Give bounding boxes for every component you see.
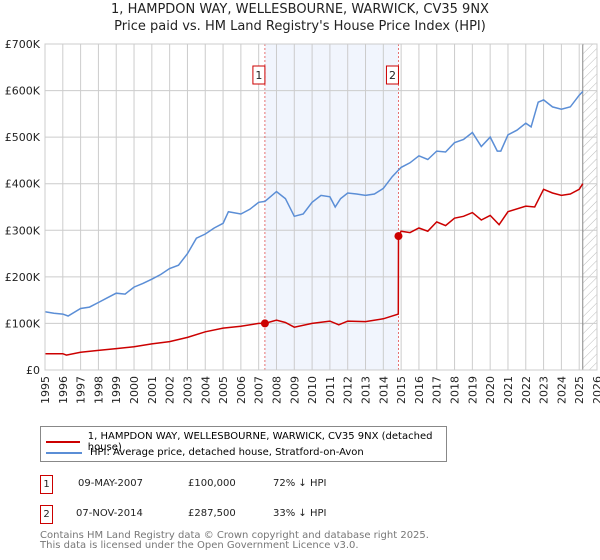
x-tick-label: 2024 — [555, 376, 568, 404]
transaction-price: £100,000 — [188, 478, 236, 489]
legend-red-line — [46, 441, 80, 443]
x-tick-label: 2007 — [253, 376, 266, 404]
y-tick-label: £0 — [26, 364, 40, 377]
plot-area: 1995 1996 1997 1998 1999 2000 2001 2002 2003 2004… — [5, 38, 600, 404]
x-tick-label: 2025 — [573, 376, 586, 404]
marker-badge — [252, 65, 266, 85]
x-tick-label: 2021 — [502, 376, 515, 404]
x-tick-label: 2019 — [466, 376, 479, 404]
transaction-date: 07-NOV-2014 — [76, 508, 143, 519]
transaction-price: £287,500 — [188, 508, 236, 519]
transaction-row: 2 07-NOV-2014 £287,500 33% ↓ HPI — [40, 505, 440, 524]
y-tick-label: £500K — [5, 131, 41, 144]
x-tick-label: 2014 — [377, 376, 390, 404]
sale-point — [394, 232, 403, 241]
x-tick-label: 2008 — [270, 376, 283, 404]
y-tick-label: £200K — [5, 271, 41, 284]
transaction-row: 1 09-MAY-2007 £100,000 72% ↓ HPI — [40, 475, 440, 494]
legend-red-label: 1, HAMPDON WAY, WELLESBOURNE, WARWICK, C… — [87, 431, 433, 453]
x-tick-label: 1995 — [39, 376, 52, 404]
legend: 1, HAMPDON WAY, WELLESBOURNE, WARWICK, C… — [40, 426, 447, 462]
marker-label: 1 — [255, 69, 262, 82]
x-tick-label: 1998 — [92, 376, 105, 404]
x-tick-label: 2022 — [520, 376, 533, 404]
x-tick-label: 2018 — [449, 376, 462, 404]
forecast-hatch — [582, 44, 597, 370]
y-tick-label: £400K — [5, 178, 41, 191]
transaction-hpi: 33% ↓ HPI — [273, 508, 327, 519]
transaction-date: 09-MAY-2007 — [78, 478, 144, 489]
hpi-line — [44, 90, 584, 317]
x-tick-label: 2001 — [146, 376, 159, 404]
x-tick-label: 2004 — [199, 376, 212, 404]
y-tick-label: £600K — [5, 85, 41, 98]
x-tick-label: 2017 — [431, 376, 444, 404]
x-tick-label: 1996 — [57, 376, 70, 404]
sale-point — [260, 319, 269, 328]
transaction-badge: 1 — [40, 475, 53, 494]
x-tick-label: 2015 — [395, 376, 408, 404]
x-tick-label: 2023 — [538, 376, 551, 404]
marker-label: 2 — [389, 69, 396, 82]
x-tick-label: 2011 — [324, 376, 337, 404]
y-tick-label: £700K — [5, 38, 41, 51]
chart-title: 1, HAMPDON WAY, WELLESBOURNE, WARWICK, C… — [111, 2, 489, 17]
x-tick-label: 1997 — [75, 376, 88, 404]
x-tick-label: 2009 — [288, 376, 301, 404]
x-tick-label: 2000 — [128, 376, 141, 404]
footer-line-1: Contains HM Land Registry data © Crown c… — [40, 530, 429, 541]
footer-line-2: This data is licensed under the Open Gov… — [40, 540, 359, 551]
y-tick-label: £100K — [5, 317, 41, 330]
x-tick-label: 2026 — [591, 376, 600, 404]
chart-subtitle: Price paid vs. HM Land Registry's House … — [114, 19, 486, 34]
x-tick-label: 2002 — [164, 376, 177, 404]
x-tick-label: 2020 — [484, 376, 497, 404]
transaction-hpi: 72% ↓ HPI — [273, 478, 327, 489]
x-tick-label: 2005 — [217, 376, 230, 404]
y-tick-label: £300K — [5, 224, 41, 237]
shaded-period — [264, 44, 399, 370]
x-tick-label: 2013 — [360, 376, 373, 404]
plot-frame — [44, 43, 598, 371]
x-tick-label: 2010 — [306, 376, 319, 404]
footer: Contains HM Land Registry data © Crown c… — [40, 531, 429, 551]
legend-blue-label: HPI: Average price, detached house, Stra… — [90, 447, 364, 458]
x-tick-label: 2016 — [413, 376, 426, 404]
x-tick-label: 1999 — [110, 376, 123, 404]
price-paid-line — [45, 183, 584, 356]
legend-blue-line — [46, 451, 82, 454]
marker-badge — [385, 65, 399, 85]
x-tick-label: 2003 — [181, 376, 194, 404]
x-tick-label: 2006 — [235, 376, 248, 404]
x-tick-label: 2012 — [342, 376, 355, 404]
transaction-badge: 2 — [40, 505, 53, 524]
